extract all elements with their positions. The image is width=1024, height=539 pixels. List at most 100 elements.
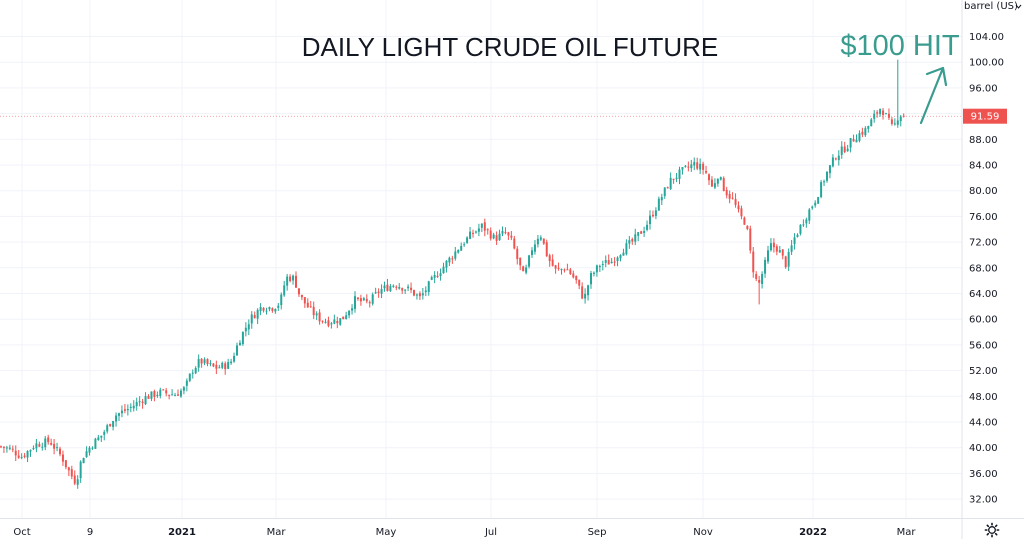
candle — [44, 435, 47, 451]
last-price-label: 91.59 — [963, 108, 1007, 124]
unit-selector[interactable]: barrel (US) — [964, 1, 1022, 12]
candle — [56, 442, 59, 452]
candle — [799, 224, 802, 236]
annotation-100-hit: $100 HIT — [840, 30, 960, 62]
candle — [525, 264, 528, 275]
y-tick-label: 96.00 — [969, 83, 998, 94]
candle — [109, 423, 112, 427]
candle — [197, 354, 200, 372]
candle — [820, 179, 823, 199]
candle — [539, 235, 542, 242]
candle — [327, 316, 330, 328]
candle — [135, 397, 138, 411]
candle — [761, 271, 764, 289]
candle — [448, 256, 451, 267]
candle — [200, 358, 203, 368]
candle — [82, 457, 85, 464]
candle — [212, 363, 215, 368]
candle — [41, 442, 44, 451]
candle — [410, 282, 413, 294]
time-axis[interactable]: Oct 9 2021 Mar May Jul Sep Nov 2022 Mar — [13, 527, 916, 538]
candle — [749, 225, 752, 254]
candle — [274, 308, 277, 314]
unit-label: barrel (US) — [964, 1, 1018, 12]
x-tick-label: 9 — [87, 527, 93, 538]
candle — [687, 161, 690, 172]
candle — [227, 358, 230, 370]
candle — [716, 178, 719, 187]
candle — [651, 210, 654, 218]
candle — [162, 389, 165, 391]
gear-icon[interactable] — [984, 522, 1000, 538]
candle — [76, 475, 79, 489]
candle — [846, 144, 849, 152]
candle — [769, 238, 772, 252]
candle — [17, 450, 20, 459]
y-tick-label: 32.00 — [969, 495, 998, 506]
candle — [179, 388, 182, 398]
candle — [802, 219, 805, 227]
candle — [138, 396, 141, 407]
candle — [746, 225, 749, 231]
candle — [147, 394, 150, 400]
candle — [472, 229, 474, 238]
candle — [118, 412, 120, 421]
candle — [725, 186, 728, 199]
candle — [280, 292, 283, 310]
candle — [389, 283, 392, 292]
candle — [879, 108, 882, 117]
candle — [522, 265, 525, 272]
candle — [209, 360, 212, 367]
candle — [268, 306, 271, 312]
candle — [767, 245, 769, 264]
candle — [634, 228, 637, 246]
candle — [852, 134, 855, 142]
candle — [592, 271, 595, 277]
candle — [775, 244, 778, 256]
candle — [575, 275, 578, 284]
candle — [890, 116, 893, 126]
candle — [2, 446, 5, 453]
candle — [230, 358, 233, 365]
candle — [359, 294, 362, 306]
candle — [0, 445, 2, 449]
candle — [557, 262, 560, 271]
candle — [185, 378, 188, 392]
candle — [619, 254, 622, 262]
candle — [693, 157, 696, 171]
candle — [38, 441, 41, 448]
candle — [64, 460, 67, 470]
candle — [784, 255, 787, 269]
candle — [778, 245, 781, 253]
candle — [702, 161, 705, 175]
candle — [306, 298, 309, 308]
y-tick-label: 72.00 — [969, 238, 998, 249]
candle — [5, 445, 8, 453]
candle — [516, 246, 519, 265]
candle — [253, 311, 256, 319]
grid-lines — [0, 0, 962, 518]
candle — [755, 271, 758, 282]
candle — [781, 249, 784, 260]
candle — [53, 438, 56, 455]
y-tick-label: 60.00 — [969, 315, 998, 326]
candle — [300, 294, 303, 301]
candle — [613, 257, 616, 267]
candle — [371, 292, 374, 306]
candle — [218, 364, 221, 369]
candle — [631, 237, 634, 245]
candle — [569, 267, 572, 275]
candle — [97, 434, 100, 441]
candle — [469, 226, 472, 240]
candle — [492, 232, 495, 240]
candle — [628, 235, 631, 249]
candle — [61, 450, 64, 466]
candle — [241, 331, 244, 346]
candle — [415, 293, 418, 300]
candle — [238, 340, 241, 346]
annotation-arrow — [919, 66, 948, 125]
candle — [59, 446, 61, 457]
price-axis[interactable]: 104.00100.0096.0092.0088.0084.0080.0076.… — [969, 32, 1004, 506]
candle — [259, 303, 262, 316]
candle — [793, 233, 796, 250]
